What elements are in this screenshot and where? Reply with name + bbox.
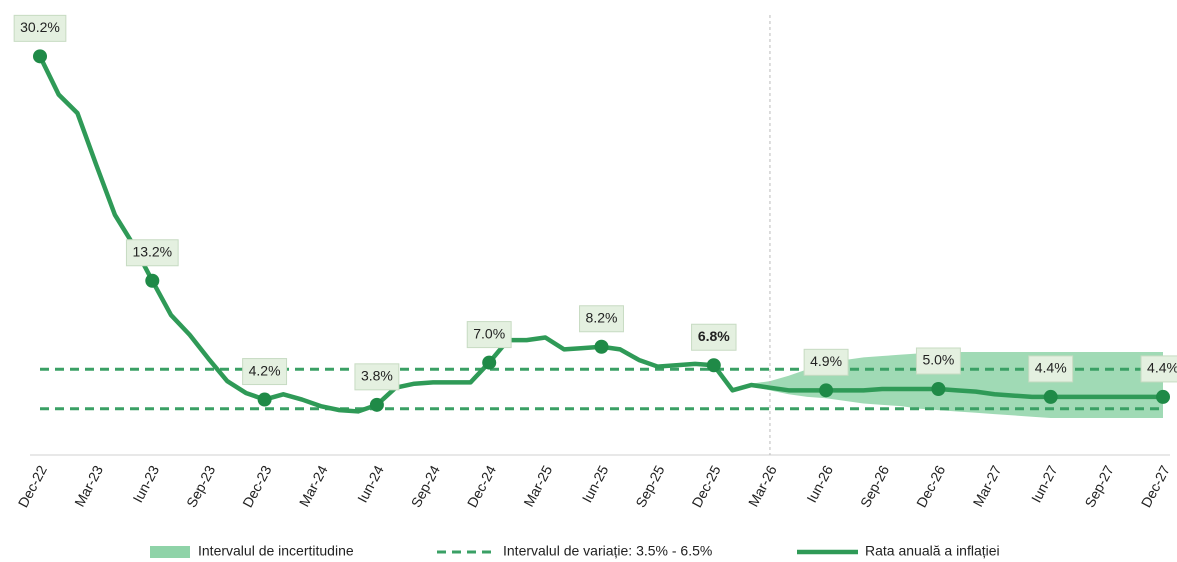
marker [594,339,609,354]
data-label: 30.2% [13,14,67,42]
data-label-text: 13.2% [132,243,172,259]
legend-label: Rata anuală a inflației [865,543,1000,559]
data-label-box [691,323,737,351]
data-label-box [354,363,400,391]
data-label: 8.2% [579,305,624,333]
x-tick-label: Iun-27 [1028,462,1061,505]
x-tick-label: Dec-26 [913,462,948,510]
data-label-text: 4.4% [1035,360,1067,376]
marker [1043,389,1058,404]
x-tick-label: Iun-26 [803,462,836,505]
data-label-text: 4.9% [810,353,842,369]
data-label-box [466,321,512,349]
marker [482,355,497,370]
marker [257,392,272,407]
data-label-box [242,358,288,386]
data-label-text: 4.4% [1147,360,1177,376]
data-label-text: 5.0% [922,352,954,368]
data-label: 6.8% [691,323,737,351]
data-label-box [13,14,67,42]
x-tick-label: Sep-25 [632,462,667,510]
x-tick-label: Iun-25 [579,462,612,505]
data-label-text: 3.8% [361,368,393,384]
data-label-text: 7.0% [473,325,505,341]
legend-label: Intervalul de incertitudine [198,543,354,559]
data-label: 13.2% [125,239,179,267]
data-label-box [915,347,961,375]
x-tick-label: Mar-23 [71,462,106,509]
x-tick-label: Sep-23 [183,462,218,510]
data-label-text: 8.2% [586,309,618,325]
marker [145,273,160,288]
data-label: 3.8% [354,363,400,391]
data-label: 5.0% [915,347,961,375]
x-tick-label: Mar-24 [296,462,331,509]
x-tick-label: Dec-23 [239,462,274,510]
data-label-box [803,348,849,376]
data-label-box [1140,355,1177,383]
x-tick-label: Iun-23 [129,462,162,505]
data-label: 7.0% [466,321,512,349]
marker [931,382,946,396]
x-tick-label: Dec-22 [15,462,50,510]
marker [369,397,384,412]
x-tick-label: Sep-27 [1081,462,1116,510]
x-tick-label: Sep-24 [408,462,443,510]
legend-swatch [150,546,190,558]
x-tick-label: Dec-27 [1138,462,1173,510]
x-tick-label: Sep-26 [857,462,892,510]
data-label-text: 30.2% [20,19,60,35]
x-tick-label: Dec-25 [688,462,723,510]
marker [819,383,834,398]
data-label-box [1028,355,1074,383]
marker [1156,389,1170,404]
marker [706,358,721,373]
data-label-box [125,239,179,267]
data-label-text: 6.8% [698,328,730,344]
data-label: 4.4% [1140,355,1177,383]
legend-label: Intervalul de variație: 3.5% - 6.5% [503,543,712,559]
x-tick-label: Mar-25 [520,462,555,509]
x-tick-label: Iun-24 [354,462,387,505]
marker [33,49,47,64]
data-label: 4.9% [803,348,849,376]
data-label-box [579,305,624,333]
x-tick-label: Mar-26 [745,462,780,509]
data-label: 4.2% [242,358,288,386]
data-label: 4.4% [1028,355,1074,383]
x-tick-label: Dec-24 [464,462,499,510]
data-label-text: 4.2% [249,362,281,378]
x-tick-label: Mar-27 [970,462,1005,509]
